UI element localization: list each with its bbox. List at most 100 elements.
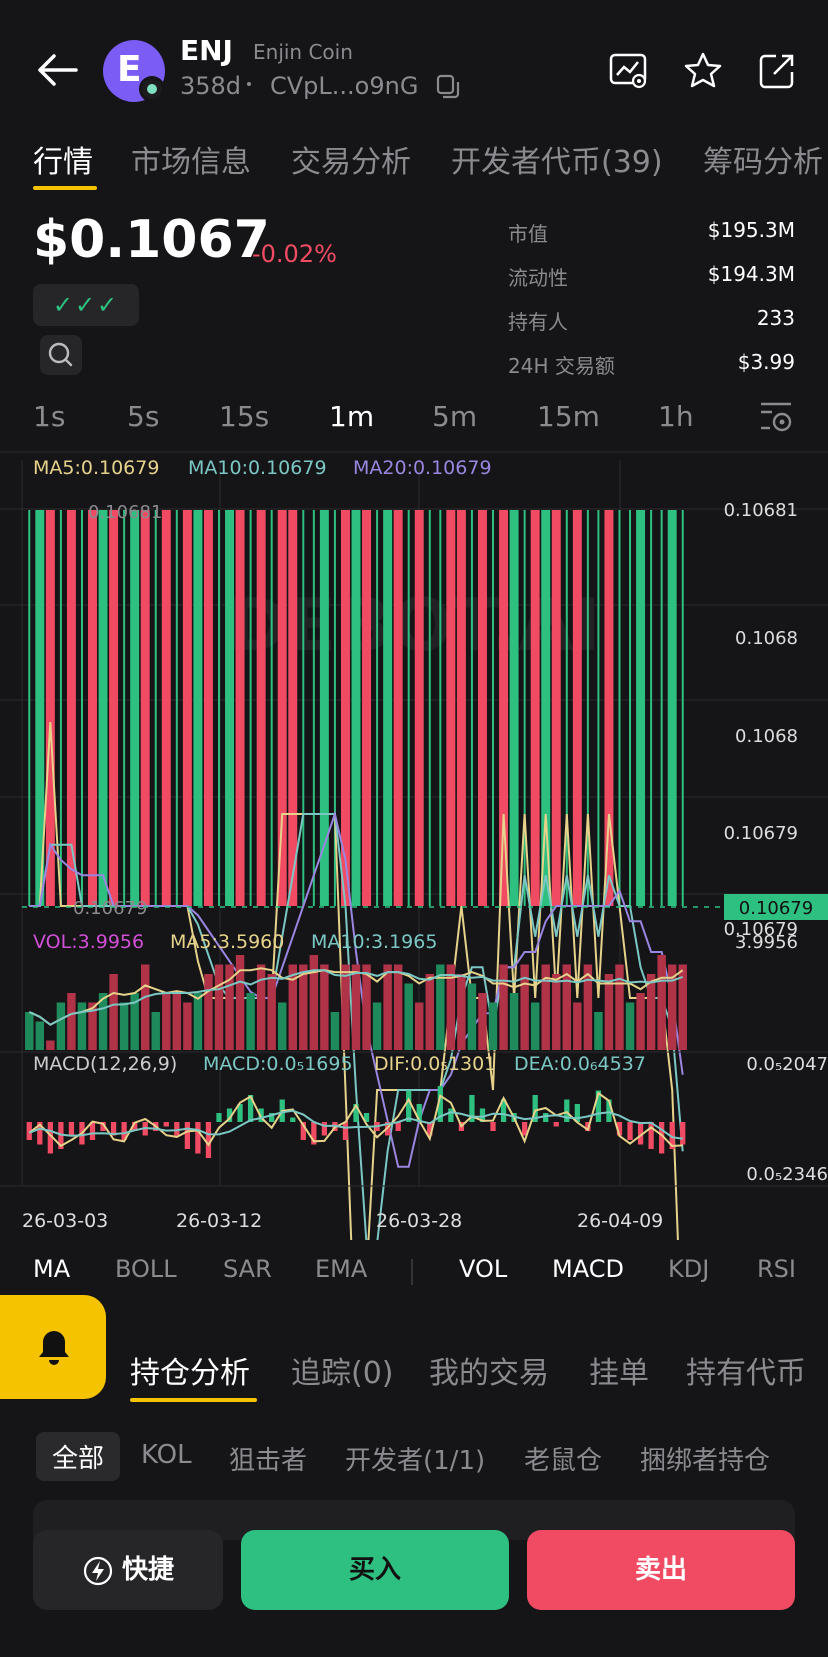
volume-ma-lines	[28, 967, 684, 1026]
macd-bar	[258, 1108, 264, 1122]
macd-bar	[543, 1113, 549, 1122]
safety-checks-badge[interactable]: ✓✓✓	[33, 284, 139, 326]
volume-bar	[130, 993, 139, 1050]
candle	[256, 510, 266, 906]
indicator-sar[interactable]: SAR	[223, 1255, 272, 1283]
lightning-icon	[83, 1556, 113, 1585]
timeframe-5m[interactable]: 5m	[432, 400, 478, 433]
volume-bar	[404, 983, 413, 1050]
timeframe-15m[interactable]: 15m	[537, 400, 600, 433]
filter-all[interactable]: 全部	[36, 1432, 121, 1481]
volume-bar	[225, 964, 234, 1050]
current-price-tag	[724, 894, 828, 920]
timeframe-15s[interactable]: 15s	[219, 400, 270, 433]
candle	[509, 510, 519, 906]
dea-legend: DEA:0.0₆4537	[514, 1053, 646, 1075]
price-chart[interactable]: DEBOT.AI MA5:0.10679 MA10:0.10679 MA20:0…	[0, 450, 828, 1240]
macd-bar	[564, 1099, 570, 1122]
macd-bar	[247, 1095, 254, 1122]
macd-bar	[616, 1122, 623, 1136]
filter-kol[interactable]: KOL	[141, 1440, 192, 1470]
macd-bar	[226, 1108, 233, 1122]
alert-button[interactable]	[0, 1295, 106, 1399]
vol-ma10-legend: MA10:3.1965	[311, 931, 437, 953]
filter-sniper[interactable]: 狙击者	[229, 1446, 308, 1476]
volume-bar	[415, 1002, 424, 1050]
volume-bar	[436, 964, 445, 1050]
indicator-kdj[interactable]: KDJ	[668, 1255, 710, 1283]
candle	[499, 510, 509, 906]
candle	[66, 510, 76, 906]
search-button[interactable]	[40, 335, 82, 375]
indicator-vol[interactable]: VOL	[459, 1255, 508, 1283]
macd-bar	[163, 1122, 169, 1127]
buy-button[interactable]: 买入	[241, 1530, 509, 1610]
timeframe-5s[interactable]: 5s	[127, 400, 160, 433]
macd-bar	[669, 1122, 675, 1149]
price-axis-tick: 0.1068	[735, 628, 798, 649]
volume-bar	[351, 964, 361, 1050]
ma20-legend: MA20:0.10679	[353, 457, 492, 479]
token-address[interactable]: CVpL...o9nG	[270, 72, 419, 100]
tab-market[interactable]: 行情	[33, 145, 93, 180]
quick-trade-button[interactable]: 快捷	[33, 1530, 223, 1610]
subtab-orders[interactable]: 挂单	[589, 1356, 649, 1391]
tab-chip-analysis[interactable]: 筹码分析	[703, 145, 823, 180]
indicator-macd[interactable]: MACD	[552, 1255, 624, 1283]
candle	[123, 510, 126, 906]
candle	[477, 510, 487, 906]
filter-bundler[interactable]: 捆绑者持仓	[640, 1446, 771, 1476]
tab-market-info[interactable]: 市场信息	[131, 145, 251, 180]
stat-marketcap-value: $195.3M	[707, 218, 795, 242]
stat-liquidity-label: 流动性	[508, 266, 568, 290]
macd-bar	[500, 1099, 507, 1122]
indicator-boll[interactable]: BOLL	[115, 1255, 177, 1283]
candle	[604, 510, 614, 906]
candle	[154, 510, 157, 906]
candle	[636, 510, 646, 906]
back-arrow-icon[interactable]	[32, 50, 82, 90]
macd-bar	[300, 1122, 306, 1140]
macd-bar	[680, 1122, 686, 1145]
volume-bar	[172, 993, 182, 1050]
subtab-holding-tokens[interactable]: 持有代币	[686, 1356, 806, 1391]
timeframe-1h[interactable]: 1h	[658, 400, 694, 433]
token-avatar: E	[103, 40, 165, 102]
candle	[565, 510, 568, 906]
filter-developer[interactable]: 开发者(1/1)	[345, 1446, 486, 1476]
chart-watch-icon[interactable]	[608, 50, 650, 92]
indicator-ema[interactable]: EMA	[315, 1255, 368, 1283]
volume-bar	[204, 974, 213, 1050]
macd-bar	[522, 1122, 528, 1136]
indicator-ma[interactable]: MA	[33, 1255, 71, 1283]
sell-button[interactable]: 卖出	[527, 1530, 795, 1610]
candle	[597, 510, 600, 906]
bell-icon	[39, 1331, 69, 1365]
subtab-underline	[130, 1398, 257, 1402]
volume-bar	[320, 964, 329, 1050]
candle	[650, 510, 653, 906]
volume-bar	[615, 964, 624, 1050]
share-icon[interactable]	[756, 50, 798, 92]
subtab-track[interactable]: 追踪(0)	[291, 1356, 394, 1391]
volume-bar	[604, 974, 614, 1050]
star-icon[interactable]	[682, 50, 724, 92]
indicator-rsi[interactable]: RSI	[757, 1255, 796, 1283]
candle	[351, 510, 361, 906]
timeframe-1s[interactable]: 1s	[33, 400, 66, 433]
vol-legend: VOL:3.9956	[33, 931, 144, 953]
subtab-my-trades[interactable]: 我的交易	[429, 1356, 549, 1391]
copy-icon[interactable]	[436, 74, 460, 100]
volume-bar	[151, 1012, 160, 1050]
timeframe-1m[interactable]: 1m	[329, 400, 375, 433]
candle	[249, 510, 252, 906]
tab-dev-tokens[interactable]: 开发者代币(39)	[451, 145, 663, 180]
candle	[302, 510, 305, 906]
subtab-holdings[interactable]: 持仓分析	[130, 1356, 250, 1391]
chart-settings-icon[interactable]	[758, 398, 794, 434]
tab-trade-analysis[interactable]: 交易分析	[291, 145, 411, 180]
macd-title: MACD(12,26,9)	[33, 1053, 177, 1075]
candle	[98, 510, 108, 906]
volume-bar	[330, 1012, 340, 1050]
filter-insider[interactable]: 老鼠仓	[524, 1446, 603, 1476]
